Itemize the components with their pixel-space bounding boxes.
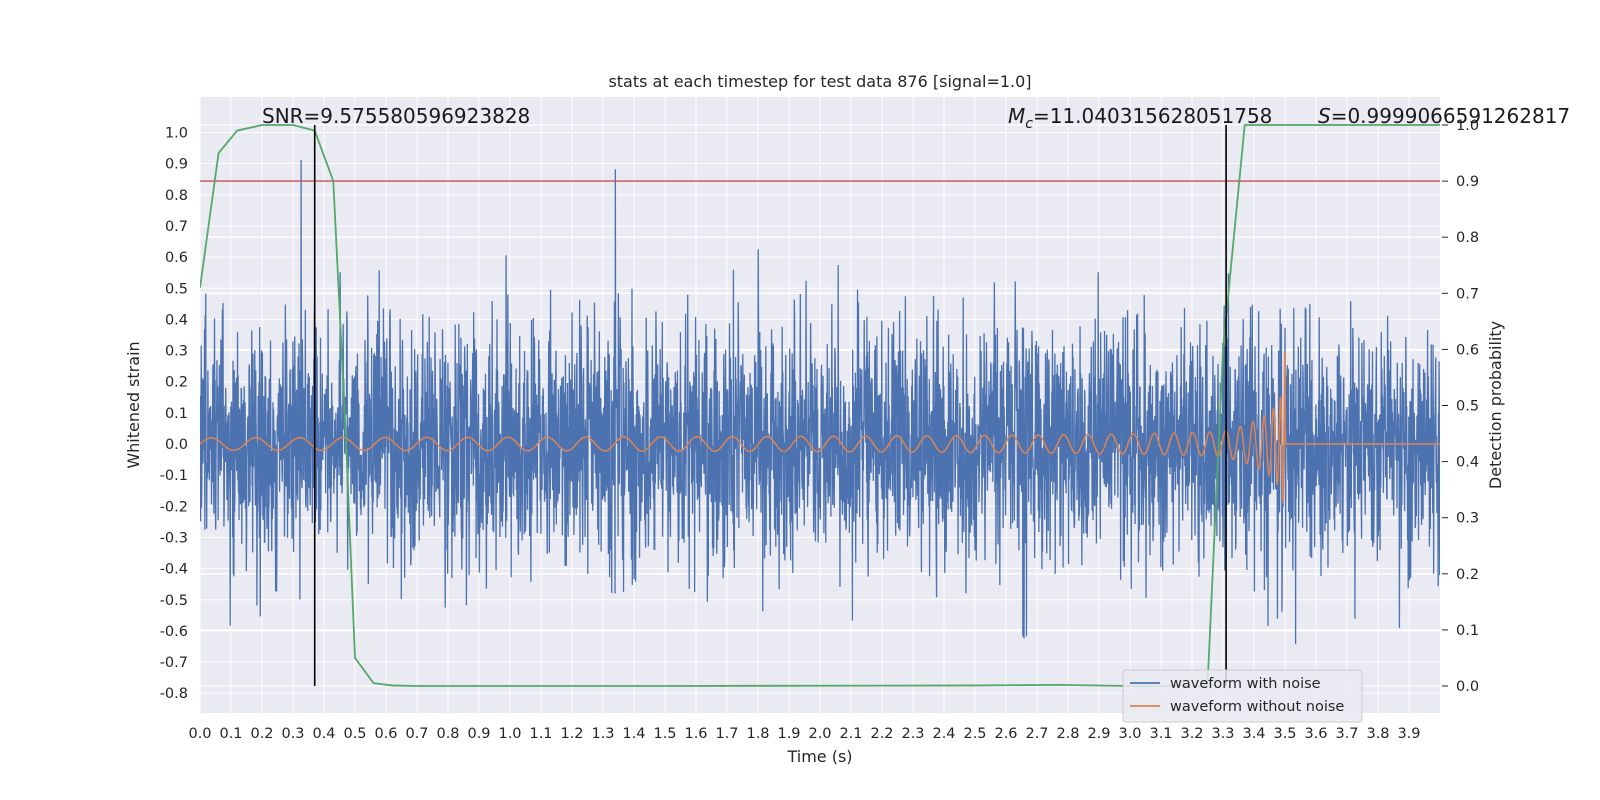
y-tick-label: 0.1: [165, 406, 188, 422]
y2-tick-label: 1.0: [1456, 118, 1479, 134]
y2-tick-label: 0.0: [1456, 679, 1479, 695]
y-tick-label: 0.8: [165, 188, 188, 204]
y-tick-label: 0.9: [165, 157, 188, 173]
y-tick-label: -0.8: [160, 686, 188, 702]
y-tick-label: 1.0: [165, 126, 188, 142]
x-tick-label: 0.0: [188, 726, 211, 742]
x-tick-label: 3.3: [1211, 726, 1234, 742]
x-tick-label: 3.0: [1118, 726, 1141, 742]
x-tick-label: 1.5: [653, 726, 676, 742]
x-tick-label: 3.2: [1180, 726, 1203, 742]
y-tick-label: 0.0: [165, 437, 188, 453]
x-tick-label: 2.6: [994, 726, 1017, 742]
y-tick-label: 0.5: [165, 281, 188, 297]
chirp-mass-annotation: Mc=11.040315628051758: [1008, 104, 1272, 132]
s-value: =0.9999066591262817: [1331, 104, 1570, 128]
x-tick-label: 3.5: [1273, 726, 1296, 742]
y2-tick-label: 0.1: [1456, 623, 1479, 639]
x-tick-label: 1.8: [746, 726, 769, 742]
x-tick-label: 3.4: [1242, 726, 1265, 742]
x-tick-label: 0.8: [436, 726, 459, 742]
x-tick-label: 0.9: [467, 726, 490, 742]
x-tick-label: 3.9: [1397, 726, 1420, 742]
y-tick-label: -0.7: [160, 655, 188, 671]
x-tick-label: 3.1: [1149, 726, 1172, 742]
y-tick-label: 0.7: [165, 219, 188, 235]
y2-tick-label: 0.3: [1456, 511, 1479, 527]
y-tick-label: 0.6: [165, 250, 188, 266]
legend: waveform with noise waveform without noi…: [1122, 669, 1363, 723]
x-tick-label: 0.2: [250, 726, 273, 742]
chart-title: stats at each timestep for test data 876…: [608, 72, 1031, 91]
x-tick-label: 2.5: [963, 726, 986, 742]
y-tick-label: -0.1: [160, 468, 188, 484]
x-tick-label: 2.9: [1087, 726, 1110, 742]
x-axis-label: Time (s): [786, 747, 852, 766]
y2-tick-label: 0.7: [1456, 286, 1479, 302]
legend-label-noise: waveform with noise: [1170, 676, 1321, 692]
x-tick-label: 0.3: [281, 726, 304, 742]
x-tick-label: 0.4: [312, 726, 335, 742]
x-tick-label: 0.7: [405, 726, 428, 742]
clean-series-line: [200, 351, 1440, 504]
x-tick-label: 1.7: [715, 726, 738, 742]
x-tick-label: 0.1: [219, 726, 242, 742]
y2-tick-label: 0.2: [1456, 567, 1479, 583]
x-tick-label: 2.8: [1056, 726, 1079, 742]
x-tick-label: 2.3: [901, 726, 924, 742]
y2-tick-label: 0.5: [1456, 399, 1479, 415]
y-tick-label: -0.3: [160, 530, 188, 546]
x-tick-label: 1.6: [684, 726, 707, 742]
y-axis-label: Whitened strain: [124, 341, 143, 468]
x-tick-label: 1.9: [777, 726, 800, 742]
y2-tick-label: 0.8: [1456, 230, 1479, 246]
x-tick-label: 2.4: [932, 726, 955, 742]
y2-axis-label: Detection probability: [1486, 321, 1505, 489]
x-axis-ticks: 0.0 0.1 0.2 0.3 0.4 0.5 0.6 0.7 0.8 0.9 1.0 1.1 1.2 1…: [188, 726, 1420, 742]
s-symbol: S: [1318, 104, 1331, 128]
x-tick-label: 0.5: [343, 726, 366, 742]
x-tick-label: 2.2: [870, 726, 893, 742]
y-axis-ticks: 1.0 0.9 0.8 0.7 0.6 0.5 0.4 0.3 0.2 0.1 0.0 -0.1 -0.…: [160, 126, 188, 703]
x-tick-label: 3.6: [1304, 726, 1327, 742]
noise-series-line: [200, 159, 1440, 645]
y-tick-label: 0.2: [165, 375, 188, 391]
snr-annotation: SNR=9.575580596923828: [262, 104, 530, 128]
x-tick-label: 1.3: [591, 726, 614, 742]
x-tick-label: 0.6: [374, 726, 397, 742]
legend-label-clean: waveform without noise: [1170, 699, 1344, 715]
x-tick-label: 2.0: [808, 726, 831, 742]
x-tick-label: 1.4: [622, 726, 645, 742]
chirp-mass-subscript: c: [1025, 116, 1033, 132]
y-tick-label: 0.3: [165, 344, 188, 360]
x-tick-label: 1.0: [498, 726, 521, 742]
y2-tick-label: 0.6: [1456, 342, 1479, 358]
y-tick-label: -0.6: [160, 624, 188, 640]
detection-probability-line: [200, 124, 1440, 687]
chirp-mass-value: =11.040315628051758: [1033, 104, 1272, 128]
x-tick-label: 1.2: [560, 726, 583, 742]
y-tick-label: -0.5: [160, 593, 188, 609]
chirp-mass-symbol: M: [1008, 104, 1025, 128]
y2-tick-label: 0.9: [1456, 174, 1479, 190]
legend-box: [1122, 669, 1363, 723]
y-tick-label: -0.2: [160, 499, 188, 515]
y2-axis-ticks: 1.0 0.9 0.8 0.7 0.6 0.5 0.4 0.3 0.2 0.1 0.0: [1442, 118, 1479, 695]
x-tick-label: 2.7: [1025, 726, 1048, 742]
y-tick-label: -0.4: [160, 562, 188, 578]
y-tick-label: 0.4: [165, 312, 188, 328]
s-annotation: S=0.9999066591262817: [1318, 104, 1570, 128]
y2-tick-label: 0.4: [1456, 455, 1479, 471]
x-tick-label: 2.1: [839, 726, 862, 742]
x-tick-label: 3.7: [1335, 726, 1358, 742]
x-tick-label: 1.1: [529, 726, 552, 742]
x-tick-label: 3.8: [1366, 726, 1389, 742]
